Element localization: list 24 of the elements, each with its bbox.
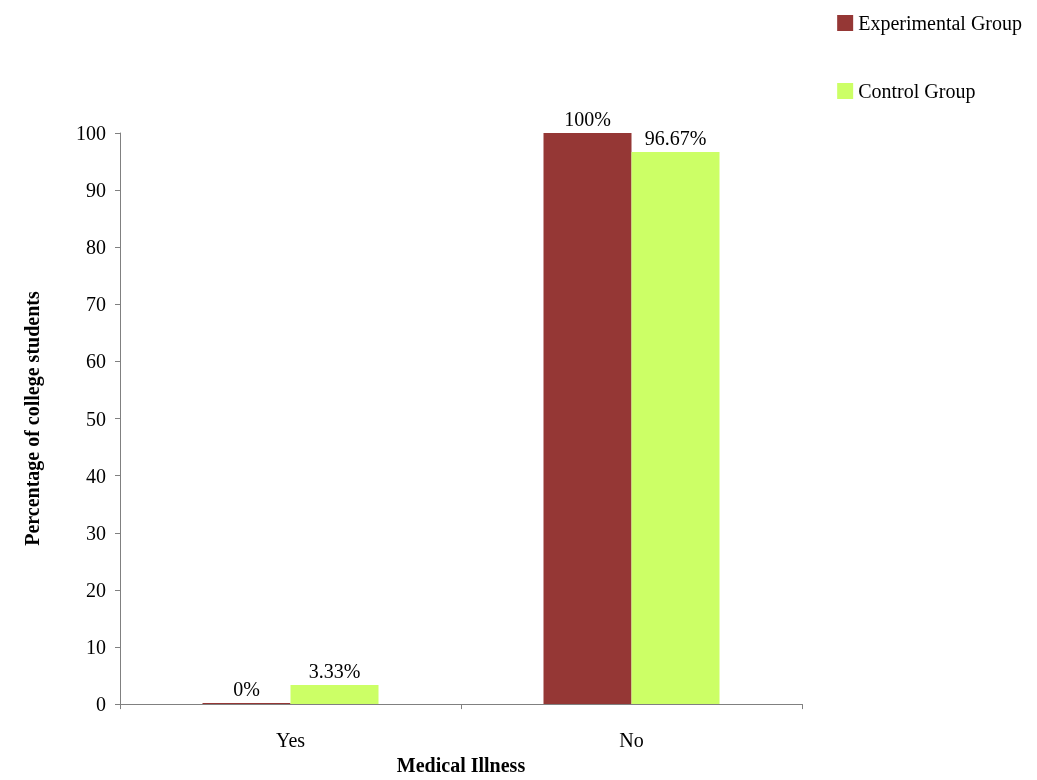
y-tick-label: 80 bbox=[86, 236, 106, 259]
y-tick-label: 10 bbox=[86, 635, 106, 658]
x-tick-label: Yes bbox=[275, 729, 306, 752]
y-tick-label: 20 bbox=[86, 578, 106, 601]
y-tick-label: 40 bbox=[86, 464, 106, 487]
data-label: 100% bbox=[564, 108, 611, 130]
data-label: 3.33% bbox=[308, 660, 361, 683]
y-tick-label: 0 bbox=[96, 693, 106, 716]
y-tick-label: 30 bbox=[86, 521, 106, 544]
x-tick-label: No bbox=[619, 729, 644, 752]
y-tick-label: 70 bbox=[86, 293, 106, 316]
y-tick-label: 60 bbox=[86, 350, 106, 373]
bar bbox=[631, 152, 720, 705]
legend-label: Control Group bbox=[858, 80, 976, 103]
x-axis-title: Medical Illness bbox=[396, 754, 526, 776]
data-label: 0% bbox=[233, 678, 260, 701]
y-tick-label: 50 bbox=[86, 407, 106, 430]
bar bbox=[290, 685, 379, 705]
y-tick-label: 90 bbox=[86, 179, 106, 202]
y-axis-title: Percentage of college students bbox=[21, 291, 44, 546]
data-label: 96.67% bbox=[644, 127, 707, 150]
legend-label: Experimental Group bbox=[858, 12, 1023, 35]
bar bbox=[543, 133, 632, 705]
y-tick-label: 100 bbox=[76, 122, 106, 144]
